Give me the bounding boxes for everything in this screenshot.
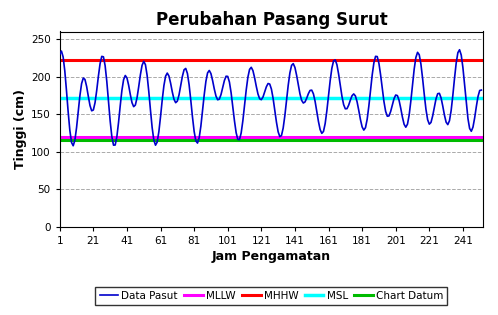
- Y-axis label: Tinggi (cm): Tinggi (cm): [14, 89, 27, 169]
- MHHW: [55, 58, 61, 62]
- Data Pasut: [184, 72, 190, 75]
- Data Pasut: [327, 78, 333, 82]
- Chart Datum: [57, 139, 63, 142]
- Data Pasut: [65, 110, 71, 114]
- Data Pasut: [57, 52, 63, 56]
- MSL: [55, 96, 61, 100]
- Data Pasut: [393, 93, 399, 97]
- Legend: Data Pasut, MLLW, MHHW, MSL, Chart Datum: Data Pasut, MLLW, MHHW, MSL, Chart Datum: [96, 287, 447, 305]
- MHHW: [57, 58, 63, 62]
- MSL: [57, 96, 63, 100]
- Data Pasut: [457, 48, 463, 52]
- Data Pasut: [354, 100, 360, 104]
- Data Pasut: [472, 116, 478, 120]
- Title: Perubahan Pasang Surut: Perubahan Pasang Surut: [155, 11, 387, 29]
- X-axis label: Jam Pengamatan: Jam Pengamatan: [212, 250, 331, 263]
- Data Pasut: [70, 144, 76, 148]
- MLLW: [55, 135, 61, 139]
- Chart Datum: [55, 139, 61, 142]
- MLLW: [57, 135, 63, 139]
- Line: Data Pasut: Data Pasut: [60, 50, 482, 146]
- Data Pasut: [479, 88, 485, 92]
